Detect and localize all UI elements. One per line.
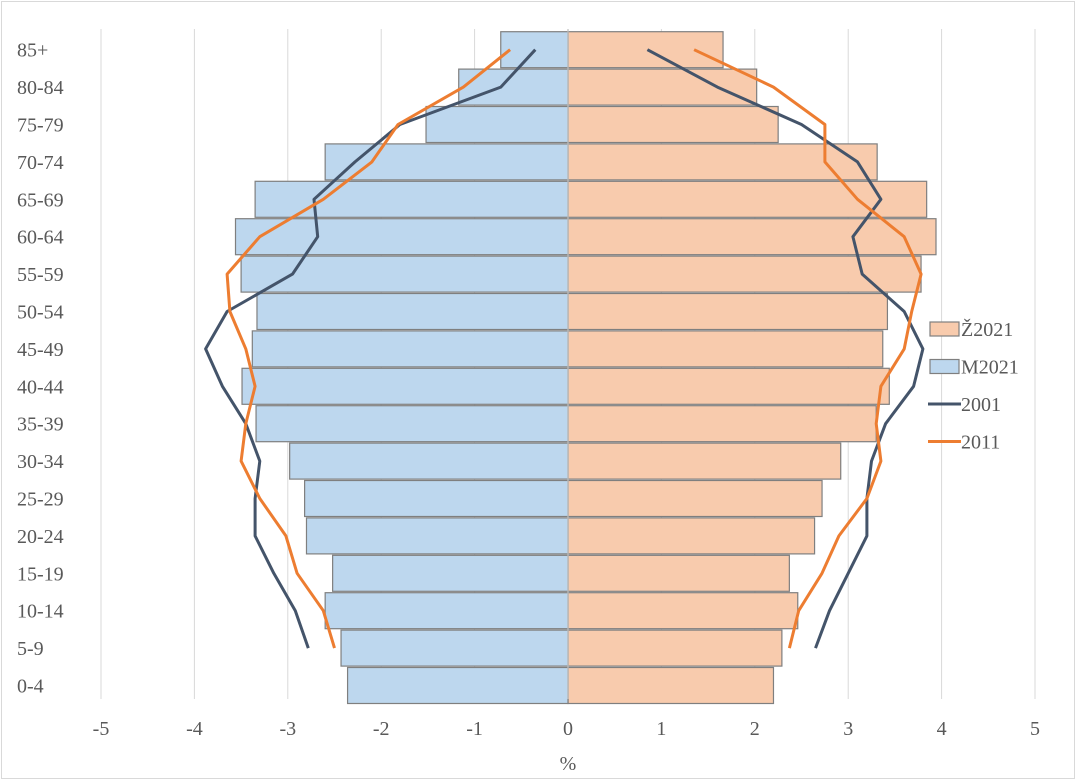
y-tick-label: 5-9 — [17, 638, 44, 660]
bar-M2021-40-44 — [241, 367, 569, 405]
lines — [204, 48, 925, 649]
y-tick-label: 80-84 — [17, 77, 64, 99]
y-tick-label: 45-49 — [17, 339, 64, 361]
bar-M2021-60-64 — [234, 218, 569, 256]
bar-M2021-10-14 — [324, 592, 569, 630]
x-tick-label: -5 — [93, 718, 110, 740]
bar-Ž2021-30-34 — [567, 442, 842, 480]
bars — [234, 31, 937, 705]
bar-M2021-20-24 — [305, 517, 569, 555]
y-tick-label: 85+ — [17, 40, 48, 62]
legend-label: 2011 — [961, 432, 1000, 454]
x-tick-label: -1 — [466, 718, 483, 740]
y-tick-label: 30-34 — [17, 451, 64, 473]
y-tick-label: 10-14 — [17, 601, 64, 623]
bar-Ž2021-25-29 — [567, 479, 823, 518]
legend-item-Ž2021: Ž2021 — [929, 318, 1013, 341]
x-tick-label: 4 — [937, 718, 947, 740]
legend-item-2001: 2001 — [928, 394, 1001, 416]
bar-Ž2021-75-79 — [567, 105, 779, 144]
bar-M2021-65-69 — [254, 180, 569, 218]
bar-Ž2021-0-4 — [567, 666, 775, 705]
y-tick-label: 75-79 — [17, 115, 64, 137]
legend-item-2011: 2011 — [928, 432, 1000, 454]
bar-Ž2021-40-44 — [567, 367, 890, 405]
line-2011-right — [693, 48, 923, 649]
bar-Ž2021-50-54 — [567, 292, 889, 331]
bar-M2021-75-79 — [425, 105, 569, 144]
bar-M2021-25-29 — [304, 479, 569, 518]
legend: Ž2021 M2021 2001 2011 — [928, 318, 1019, 454]
bar-Ž2021-60-64 — [567, 218, 937, 256]
bar-Ž2021-45-49 — [567, 330, 884, 368]
legend-label: M2021 — [961, 357, 1019, 379]
y-tick-label: 40-44 — [17, 376, 64, 398]
bar-Ž2021-70-74 — [567, 143, 878, 181]
bar-Ž2021-35-39 — [567, 405, 877, 443]
line-2011-left — [225, 48, 512, 649]
y-tick-label: 25-29 — [17, 489, 64, 511]
bar-Ž2021-85+ — [567, 31, 724, 69]
bar-Ž2021-80-84 — [567, 68, 758, 106]
y-tick-label: 35-39 — [17, 414, 64, 436]
legend-label: 2001 — [961, 394, 1001, 416]
bar-M2021-0-4 — [346, 666, 569, 705]
line-2001-right — [646, 48, 925, 649]
y-tick-label: 60-64 — [17, 227, 64, 249]
x-tick-label: 1 — [656, 718, 666, 740]
x-axis-title: % — [560, 753, 577, 775]
bar-M2021-15-19 — [332, 554, 569, 592]
x-tick-label: -3 — [279, 718, 296, 740]
bar-M2021-35-39 — [255, 405, 569, 443]
bar-M2021-5-9 — [340, 629, 569, 667]
legend-label: Ž2021 — [961, 318, 1013, 341]
bar-Ž2021-65-69 — [567, 180, 928, 218]
bar-Ž2021-20-24 — [567, 517, 816, 555]
bar-Ž2021-15-19 — [567, 554, 790, 592]
y-tick-label: 70-74 — [17, 152, 64, 174]
x-tick-label: 0 — [563, 718, 573, 740]
y-tick-label: 65-69 — [17, 189, 64, 211]
y-tick-label: 55-59 — [17, 264, 64, 286]
bar-Ž2021-55-59 — [567, 255, 922, 293]
legend-swatch-M2021 — [929, 358, 960, 375]
y-tick-label: 0-4 — [17, 676, 44, 698]
bar-M2021-55-59 — [240, 255, 569, 293]
y-tick-label: 50-54 — [17, 302, 64, 324]
x-tick-label: -2 — [373, 718, 390, 740]
x-tick-label: 2 — [750, 718, 760, 740]
bar-M2021-45-49 — [251, 330, 569, 368]
bar-M2021-50-54 — [256, 292, 569, 331]
line-2001-left — [204, 48, 537, 649]
y-tick-label: 15-19 — [17, 563, 64, 585]
x-tick-label: -4 — [186, 718, 203, 740]
y-tick-label: 20-24 — [17, 526, 64, 548]
bar-Ž2021-5-9 — [567, 629, 783, 667]
bar-Ž2021-10-14 — [567, 592, 799, 630]
bar-M2021-70-74 — [324, 143, 569, 181]
bar-M2021-30-34 — [289, 442, 569, 480]
legend-item-M2021: M2021 — [929, 357, 1019, 379]
x-tick-label: 3 — [843, 718, 853, 740]
x-tick-label: 5 — [1030, 718, 1040, 740]
axes: 0-45-910-1415-1920-2425-2930-3435-3940-4… — [17, 29, 1040, 775]
legend-swatch-Ž2021 — [929, 321, 960, 337]
